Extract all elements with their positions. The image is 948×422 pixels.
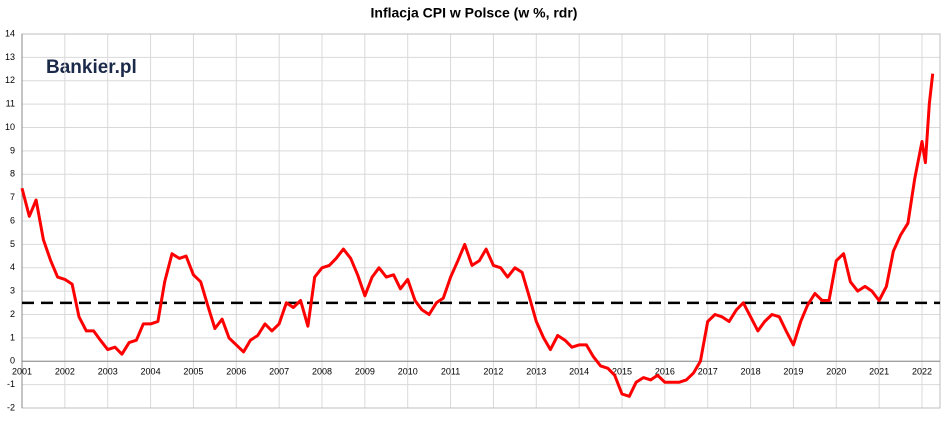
y-tick-label: 3 <box>10 286 15 296</box>
x-tick-label: 2016 <box>655 367 675 377</box>
x-tick-label: 2007 <box>269 367 289 377</box>
data-line <box>20 73 935 398</box>
y-tick-label: 8 <box>10 169 15 179</box>
x-tick-label: 2015 <box>612 367 632 377</box>
y-tick-label: 2 <box>10 309 15 319</box>
x-tick-label: 2013 <box>526 367 546 377</box>
y-tick-label: 10 <box>5 122 15 132</box>
y-tick-label: 11 <box>6 99 15 109</box>
x-tick-label: 2017 <box>698 367 718 377</box>
y-tick-label: 1 <box>10 332 15 342</box>
x-tick-label: 2005 <box>183 367 203 377</box>
logo: Bankier.pl <box>46 57 137 78</box>
x-tick-label: 2003 <box>98 367 118 377</box>
y-tick-label: -1 <box>7 379 15 389</box>
y-tick-label: 12 <box>5 75 15 85</box>
x-tick-label: 2009 <box>355 367 375 377</box>
y-tick-label: 13 <box>5 52 15 62</box>
x-tick-label: 2011 <box>441 367 460 377</box>
x-tick-label: 2014 <box>569 367 589 377</box>
x-tick-label: 2010 <box>398 367 418 377</box>
x-tick-label: 2008 <box>312 367 332 377</box>
y-tick-label: 5 <box>10 239 15 249</box>
x-tick-label: 2002 <box>55 367 75 377</box>
y-tick-label: 7 <box>10 192 15 202</box>
y-tick-label: 14 <box>5 28 15 38</box>
y-tick-label: 6 <box>10 215 15 225</box>
chart-title: Inflacja CPI w Polsce (w %, rdr) <box>371 5 578 21</box>
y-tick-label: 0 <box>10 356 15 366</box>
x-tick-label: 2012 <box>483 367 503 377</box>
x-tick-label: 2018 <box>741 367 761 377</box>
x-tick-label: 2022 <box>912 367 932 377</box>
x-tick-label: 2006 <box>226 367 246 377</box>
y-tick-label: 9 <box>10 145 15 155</box>
x-tick-label: 2020 <box>826 367 846 377</box>
x-tick-label: 2004 <box>141 367 161 377</box>
x-tick-label: 2019 <box>783 367 803 377</box>
y-tick-label: -2 <box>7 402 15 412</box>
x-tick-label: 2021 <box>869 367 889 377</box>
y-tick-label: 4 <box>10 262 15 272</box>
